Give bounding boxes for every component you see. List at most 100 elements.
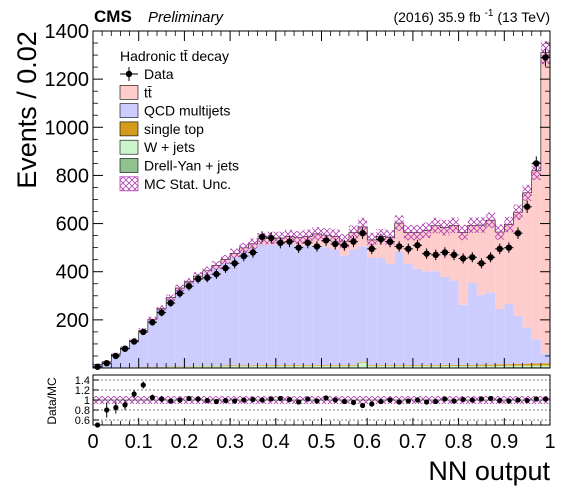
ratio-point bbox=[104, 402, 110, 418]
main-axes: 200 400 600 800 1000 1200 1400 bbox=[45, 21, 551, 368]
histogram-bar bbox=[129, 340, 139, 368]
data-point bbox=[394, 241, 404, 252]
legend-entry-label: QCD multijets bbox=[144, 103, 230, 119]
mc-unc-bin bbox=[440, 219, 450, 236]
ratio-point bbox=[149, 394, 156, 401]
lumi-suffix: (13 TeV) bbox=[497, 9, 550, 25]
mc-unc-bin bbox=[330, 229, 340, 244]
data-point bbox=[330, 238, 340, 250]
legend-entry-label: W + jets bbox=[144, 139, 195, 155]
histogram-bar bbox=[540, 52, 550, 354]
histogram-bar bbox=[211, 366, 221, 368]
histogram-bar bbox=[531, 365, 541, 368]
legend-entries: Data tt̄ QCD multijets single top W + jets Dr… bbox=[119, 66, 239, 192]
histogram-bar bbox=[495, 365, 505, 368]
histogram-bar bbox=[303, 245, 313, 366]
data-point bbox=[266, 232, 276, 244]
mc-unc-bin bbox=[394, 215, 404, 231]
histogram-bar bbox=[431, 365, 441, 366]
histogram-bar bbox=[385, 264, 395, 366]
histogram-bar bbox=[348, 365, 359, 368]
data-point bbox=[193, 274, 203, 284]
ratio-point bbox=[296, 399, 302, 405]
legend-entry-qcd-multijets: QCD multijets bbox=[119, 103, 230, 119]
ratio-point bbox=[487, 395, 494, 402]
histogram-bar bbox=[166, 298, 176, 367]
histogram-bar bbox=[495, 364, 505, 366]
histogram-bar bbox=[440, 277, 450, 365]
legend-title: Hadronic tt̄ decay bbox=[120, 48, 229, 64]
histogram-bar bbox=[202, 273, 212, 366]
histogram-bar bbox=[412, 365, 423, 366]
legend: Hadronic tt̄ decay Data tt̄ QCD multijets s… bbox=[119, 48, 239, 192]
y-axis-label: Events / 0.02 bbox=[12, 31, 42, 189]
ratio-axes: 0.60.811.21.4 bbox=[75, 375, 551, 427]
ratio-point bbox=[341, 398, 347, 405]
histogram-bar bbox=[367, 257, 377, 366]
histogram-bar bbox=[376, 365, 386, 368]
histogram-bar bbox=[266, 365, 276, 366]
histogram-bar bbox=[531, 363, 541, 366]
y-tick-label: 1400 bbox=[45, 21, 90, 43]
histogram-bar bbox=[294, 365, 304, 368]
histogram-bar bbox=[239, 366, 249, 368]
mc-unc-bin bbox=[476, 217, 487, 233]
histogram-bar bbox=[513, 212, 523, 316]
data-point bbox=[467, 252, 477, 263]
histogram-bar bbox=[257, 365, 267, 366]
ratio-point bbox=[250, 396, 256, 403]
ratio-point bbox=[158, 396, 165, 402]
ratio-point bbox=[213, 398, 219, 405]
data-point bbox=[230, 258, 240, 269]
ratio-point bbox=[195, 396, 201, 402]
ratio-point bbox=[369, 401, 375, 407]
histogram-bar bbox=[166, 366, 176, 368]
data-point bbox=[385, 236, 395, 248]
histogram-bar bbox=[220, 365, 231, 367]
histogram-bar bbox=[403, 365, 413, 366]
data-point bbox=[275, 237, 285, 249]
data-point bbox=[120, 345, 130, 352]
lumi-exponent: -1 bbox=[485, 8, 494, 19]
x-tick-label: 0.1 bbox=[125, 431, 153, 453]
histogram-bar bbox=[330, 365, 340, 368]
mc-unc-bin bbox=[513, 204, 523, 220]
histogram-bar bbox=[248, 365, 258, 367]
x-tick-labels: 0 0.1 0.2 0.3 0.4 0.5 0.6 0.7 0.8 0.9 1 bbox=[87, 431, 555, 453]
histogram-bar bbox=[303, 365, 313, 366]
histogram-bar bbox=[339, 365, 349, 368]
ratio-point bbox=[360, 402, 366, 409]
histogram-bar bbox=[522, 363, 532, 366]
y-tick-label: 600 bbox=[56, 214, 89, 236]
histogram-bar bbox=[230, 257, 240, 366]
mc-unc-bin bbox=[522, 184, 532, 201]
ratio-point bbox=[323, 395, 329, 401]
data-point bbox=[403, 243, 413, 255]
data-point bbox=[476, 258, 487, 269]
data-point bbox=[449, 249, 459, 261]
data-point bbox=[321, 234, 331, 246]
histogram-bar bbox=[266, 244, 276, 366]
histogram-bar bbox=[156, 309, 167, 367]
histogram-bar bbox=[458, 365, 468, 368]
histogram-bar bbox=[467, 365, 477, 368]
histogram-bar bbox=[239, 365, 249, 367]
histogram-bar bbox=[367, 365, 377, 368]
histogram-bar bbox=[486, 364, 496, 366]
data-point bbox=[202, 273, 212, 283]
histogram-bar bbox=[412, 268, 423, 366]
histogram-bar bbox=[348, 249, 359, 366]
data-point bbox=[220, 263, 231, 273]
data-point bbox=[513, 227, 523, 239]
y-tick-label: 400 bbox=[56, 262, 89, 284]
data-point bbox=[138, 328, 148, 336]
histogram-bar bbox=[321, 365, 331, 368]
mc-unc-bin bbox=[367, 232, 377, 248]
histogram-bar bbox=[449, 364, 459, 366]
histogram-bar bbox=[266, 365, 276, 368]
stacked-histograms bbox=[92, 52, 550, 368]
histogram-bar bbox=[504, 364, 514, 366]
histogram-bar bbox=[422, 365, 432, 368]
data-points bbox=[93, 48, 550, 370]
